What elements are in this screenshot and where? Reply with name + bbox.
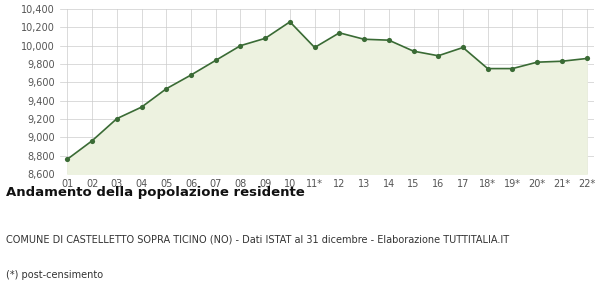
Text: (*) post-censimento: (*) post-censimento [6, 270, 103, 280]
Point [161, 86, 171, 91]
Point [62, 157, 72, 161]
Point [458, 45, 468, 50]
Point [508, 66, 517, 71]
Point [285, 20, 295, 24]
Point [186, 73, 196, 77]
Point [310, 45, 319, 50]
Point [359, 37, 369, 42]
Point [335, 30, 344, 35]
Point [532, 60, 542, 64]
Point [88, 138, 97, 143]
Point [483, 66, 493, 71]
Point [260, 36, 270, 41]
Point [137, 105, 146, 110]
Point [112, 116, 122, 121]
Text: COMUNE DI CASTELLETTO SOPRA TICINO (NO) - Dati ISTAT al 31 dicembre - Elaborazio: COMUNE DI CASTELLETTO SOPRA TICINO (NO) … [6, 234, 509, 244]
Point [582, 56, 592, 61]
Point [433, 53, 443, 58]
Point [211, 58, 221, 63]
Point [409, 49, 418, 54]
Text: Andamento della popolazione residente: Andamento della popolazione residente [6, 186, 305, 199]
Point [236, 43, 245, 48]
Point [384, 38, 394, 43]
Point [557, 59, 566, 64]
